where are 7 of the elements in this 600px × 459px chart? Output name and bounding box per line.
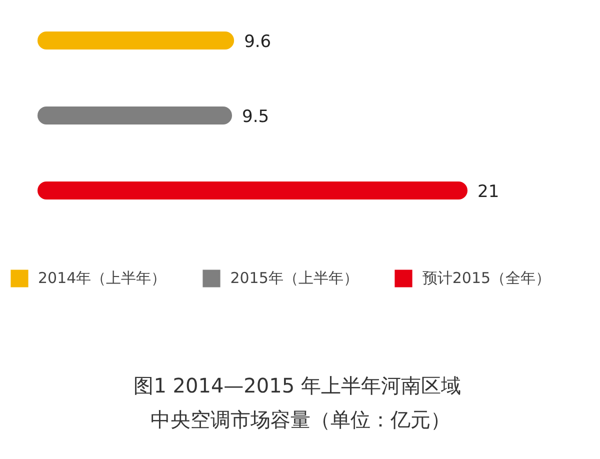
data-label: 9.5 bbox=[242, 107, 270, 127]
text: 图1 2014—2015 年上半年河南区域中央空调市场容量（单位：亿元） bbox=[134, 374, 461, 432]
data-label: 9.6 bbox=[244, 32, 272, 52]
legend-label: 2015年（上半年） bbox=[230, 268, 358, 288]
legend-label: 2014年（上半年） bbox=[38, 268, 166, 288]
data-label: 21 bbox=[478, 182, 500, 202]
legend-label: 预计2015（全年） bbox=[422, 268, 551, 288]
